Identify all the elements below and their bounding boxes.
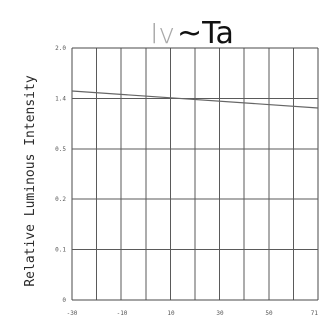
x-tick-label: -10 xyxy=(117,310,128,317)
series-line xyxy=(71,90,319,109)
label-layer: -30 -10 10 30 50 71 0 0.1 0.2 0.5 1.4 2.0 xyxy=(55,45,318,317)
chart-title-right: ~Ta xyxy=(177,16,234,51)
y-tick-label: 0.5 xyxy=(55,146,66,153)
y-tick-label: 2.0 xyxy=(55,45,66,52)
y-tick-label: 0.2 xyxy=(55,196,66,203)
x-tick-label: 71 xyxy=(311,310,319,317)
chart-title-left: Iv xyxy=(150,17,175,50)
y-tick-label: 1.4 xyxy=(55,95,66,102)
x-tick-label: 30 xyxy=(216,310,224,317)
y-axis-label: Relative Luminous Intensity xyxy=(23,75,38,286)
grid-layer xyxy=(71,47,319,301)
x-tick-label: -30 xyxy=(67,310,78,317)
x-tick-label: 10 xyxy=(167,310,175,317)
x-tick-label: 50 xyxy=(265,310,273,317)
series-layer xyxy=(71,90,319,109)
y-tick-label: 0.1 xyxy=(55,247,66,254)
y-tick-label: 0 xyxy=(62,297,66,304)
